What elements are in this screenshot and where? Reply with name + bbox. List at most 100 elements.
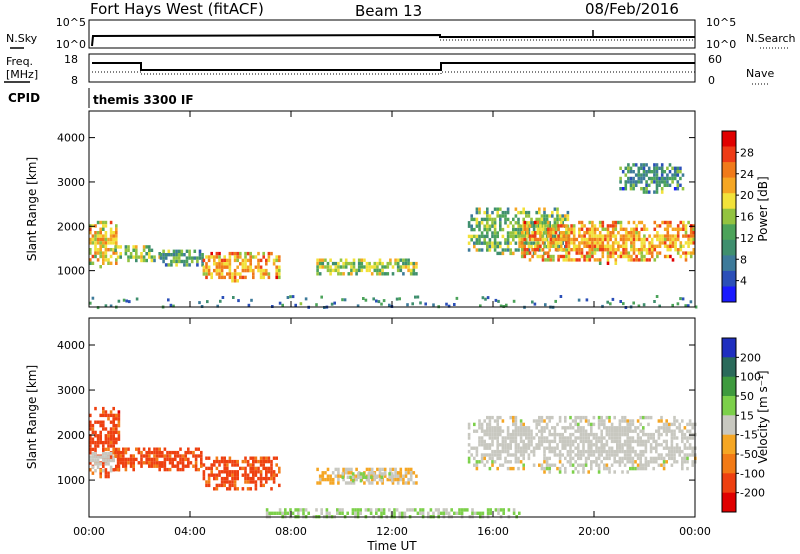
power-cell [478, 234, 481, 239]
velocity-cell [577, 453, 580, 457]
power-cell [653, 244, 657, 248]
power-cell [627, 234, 631, 238]
power-cell [679, 176, 682, 181]
velocity-cell [89, 434, 92, 438]
power-cell [504, 210, 507, 215]
velocity-cell [543, 439, 546, 444]
velocity-cell [642, 449, 645, 454]
power-cell [632, 220, 636, 225]
power-cell [127, 248, 130, 252]
power-cell [164, 263, 168, 267]
velocity-cell [506, 466, 510, 471]
power-cell [304, 297, 308, 301]
power-cell [632, 187, 635, 191]
velocity-cell [480, 460, 484, 464]
velocity-cell [270, 466, 273, 471]
velocity-cell [501, 429, 505, 433]
time-x-axis: 00:00 04:00 08:00 12:00 16:00 20:00 00:00 [73, 111, 711, 538]
xtick-label-3: 12:00 [376, 525, 408, 538]
power-cell [681, 187, 685, 191]
velocity-cell [655, 429, 658, 433]
velocity-cell [605, 453, 609, 457]
velocity-cell [377, 508, 381, 512]
velocity-cell [649, 449, 653, 454]
velocity-cell [686, 446, 689, 450]
velocity-cell [181, 467, 185, 472]
power-cell [389, 258, 392, 262]
power-cell [561, 221, 564, 225]
velocity-cell [145, 450, 148, 455]
power-cell [481, 296, 485, 300]
velocity-cell [380, 475, 384, 479]
power-cell [402, 265, 405, 269]
power-cell [320, 295, 323, 299]
velocity-cell [655, 456, 658, 461]
velocity-cell [155, 447, 159, 451]
velocity-cell [616, 429, 619, 433]
power-cell [647, 170, 651, 174]
power-cell [365, 265, 369, 269]
velocity-cell [540, 443, 544, 447]
power-cell [681, 173, 685, 177]
velocity-cell [442, 508, 446, 512]
power-cell [206, 300, 209, 304]
velocity-cell [577, 463, 580, 467]
power-cell [107, 237, 110, 242]
velocity-cell [145, 454, 148, 458]
power-cell [506, 241, 510, 245]
velocity-cell [171, 450, 174, 455]
velocity-cell [512, 453, 515, 457]
velocity-cell [532, 436, 536, 440]
velocity-cell [561, 436, 564, 440]
power-cell [593, 251, 597, 255]
power-cell [396, 261, 400, 266]
velocity-cell [419, 508, 422, 512]
velocity-cell [579, 432, 583, 437]
velocity-cell [91, 452, 95, 456]
velocity-cell [272, 470, 276, 474]
power-cell [679, 220, 683, 225]
power-cell [634, 180, 638, 184]
power-cell [370, 272, 374, 276]
velocity-cell [116, 467, 120, 472]
velocity-cell [368, 467, 371, 472]
power-cell [475, 238, 479, 242]
power-cell [316, 268, 319, 273]
velocity-cell [368, 481, 371, 485]
power-cell [655, 187, 659, 191]
velocity-cell [334, 474, 338, 478]
velocity-cell [483, 446, 486, 450]
power-cell [684, 234, 688, 238]
power-cell [637, 166, 641, 170]
velocity-cell [381, 467, 384, 472]
velocity-cell [673, 446, 676, 450]
power-cell [496, 234, 499, 239]
power-cell [559, 241, 563, 245]
power-cell [491, 244, 494, 249]
velocity-cell [226, 459, 229, 464]
velocity-cell [480, 439, 484, 444]
velocity-cell [153, 457, 156, 462]
velocity-cell [473, 429, 476, 433]
velocity-cell [488, 419, 492, 423]
power-cell [541, 237, 545, 242]
velocity-cell [512, 429, 515, 433]
velocity-cell [527, 426, 531, 430]
velocity-cell [551, 446, 554, 450]
power-cell [96, 237, 100, 242]
velocity-ytick-label-0: 1000 [57, 474, 85, 487]
velocity-cell [259, 483, 263, 488]
velocity-cell [493, 426, 497, 430]
power-cell [473, 227, 476, 232]
velocity-cell [252, 473, 255, 477]
velocity-cell [538, 436, 541, 440]
power-cell [539, 234, 542, 238]
power-cell [666, 231, 670, 235]
velocity-cell [493, 449, 497, 454]
power-cell [557, 258, 560, 262]
velocity-cell [102, 455, 105, 459]
power-cell [558, 214, 562, 218]
velocity-cell [584, 419, 588, 423]
power-cell [572, 224, 576, 228]
